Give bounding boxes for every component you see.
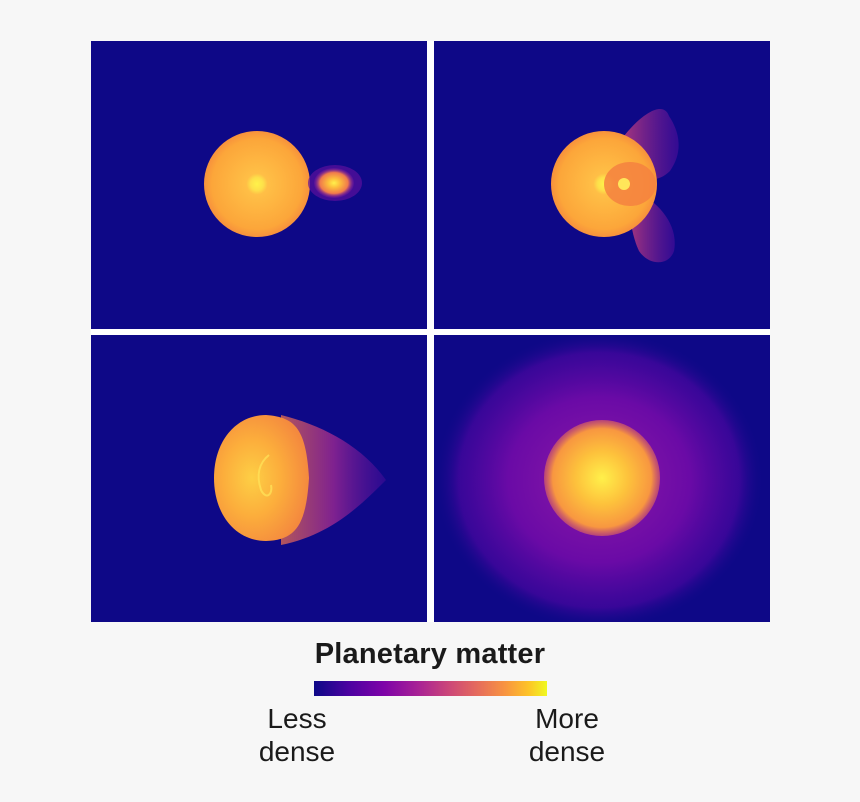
panel-impact	[434, 41, 770, 329]
low-density-label-line2: dense	[258, 736, 336, 767]
panel-merged	[434, 335, 770, 622]
approach-simulation-image	[204, 131, 362, 237]
impactor-body	[314, 168, 354, 198]
low-density-label-line1: Less	[267, 703, 327, 734]
density-colorbar	[314, 681, 547, 696]
high-density-label-line2: dense	[528, 736, 606, 767]
impact-simulation-image	[551, 108, 679, 263]
simulation-panel-grid	[91, 41, 770, 622]
debris-tail	[281, 415, 386, 545]
high-density-label-line1: More	[535, 703, 599, 734]
merged-planet	[544, 420, 660, 536]
impactor-core	[618, 178, 630, 190]
low-density-label: Less dense	[237, 702, 357, 768]
legend-title: Planetary matter	[314, 638, 546, 670]
high-density-label: More dense	[507, 702, 627, 768]
panel-approach	[91, 41, 427, 329]
merging-body	[214, 415, 309, 541]
merged-simulation-image	[434, 335, 764, 622]
panel-deformation	[91, 335, 427, 622]
target-planet	[204, 131, 310, 237]
impact-scar	[257, 454, 273, 497]
deformation-simulation-image	[214, 415, 386, 545]
